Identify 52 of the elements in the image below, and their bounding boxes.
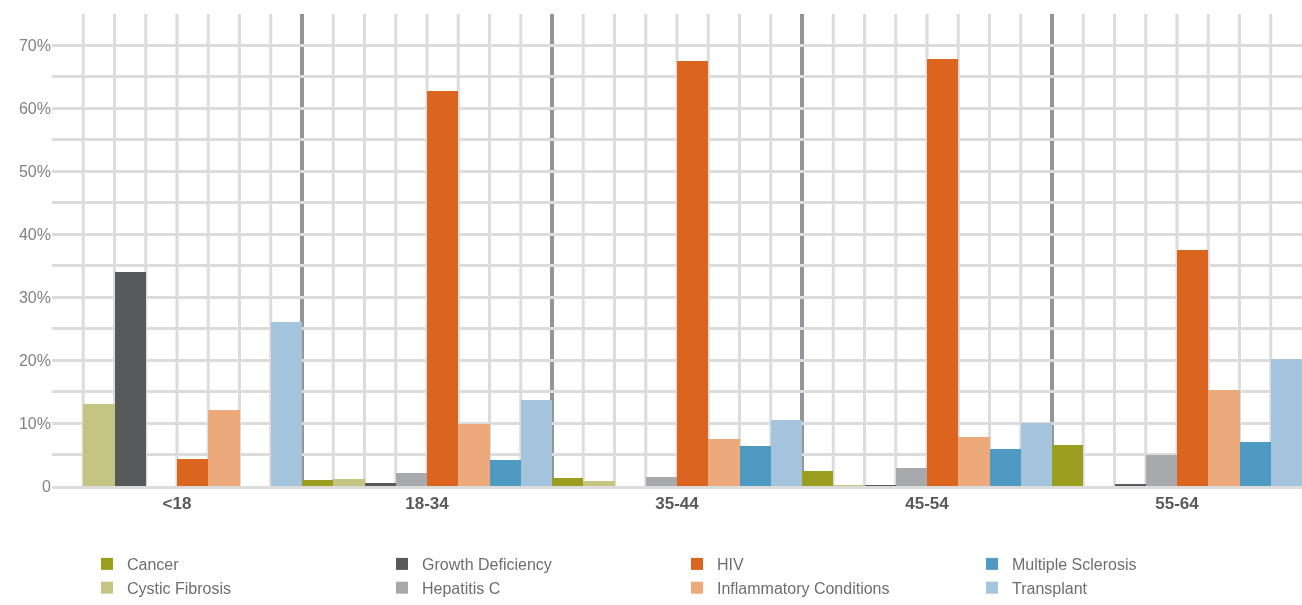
legend-label: Multiple Sclerosis	[1012, 556, 1137, 574]
y-tick-label: 0	[42, 477, 52, 495]
bar	[552, 478, 583, 486]
bar	[458, 424, 490, 486]
y-tick-label: 60%	[18, 100, 51, 117]
bar	[958, 437, 990, 486]
legend-label: Growth Deficiency	[422, 556, 552, 574]
bar	[333, 479, 365, 486]
legend-label: HIV	[717, 556, 744, 574]
bar	[521, 400, 552, 486]
bar	[896, 468, 927, 486]
bar	[365, 483, 396, 486]
x-tick-label: 35-44	[655, 494, 700, 514]
bar	[115, 272, 146, 486]
legend-label: Cancer	[127, 556, 180, 574]
bar	[927, 59, 958, 486]
y-tick-label: 20%	[18, 351, 51, 369]
bar	[990, 449, 1021, 486]
x-tick-label: 18-34	[405, 494, 450, 514]
y-tick-label: 10%	[18, 414, 51, 432]
bar	[1146, 455, 1177, 486]
y-tick-label: 30%	[18, 288, 51, 306]
bar	[1052, 445, 1083, 486]
bar	[771, 420, 802, 486]
bar	[177, 459, 208, 486]
bar	[1021, 423, 1052, 486]
x-tick-label: <18	[162, 494, 192, 514]
y-tick-label: 50%	[18, 162, 51, 180]
bar	[208, 410, 240, 486]
bar	[396, 473, 427, 486]
legend-label: Transplant	[1012, 579, 1088, 597]
bar	[1177, 250, 1208, 486]
y-tick-label: 70%	[18, 37, 51, 55]
bar	[1240, 442, 1271, 486]
legend-label: Hepatitis C	[422, 579, 501, 597]
bar	[302, 480, 333, 486]
legend-label: Inflammatory Conditions	[717, 579, 890, 597]
bar	[708, 439, 740, 486]
bar	[490, 460, 521, 486]
x-tick-label: 45-54	[905, 494, 950, 514]
bar	[740, 446, 771, 486]
bar	[1271, 359, 1302, 486]
bar	[83, 404, 115, 486]
y-tick-label: 40%	[18, 225, 51, 243]
bar	[802, 471, 833, 486]
bar	[677, 61, 708, 486]
x-tick-label: 55-64	[1155, 494, 1200, 514]
bar	[427, 91, 458, 486]
bar	[1208, 390, 1240, 486]
legend-label: Cystic Fibrosis	[127, 579, 232, 597]
bar	[646, 477, 677, 486]
bar	[583, 481, 615, 486]
